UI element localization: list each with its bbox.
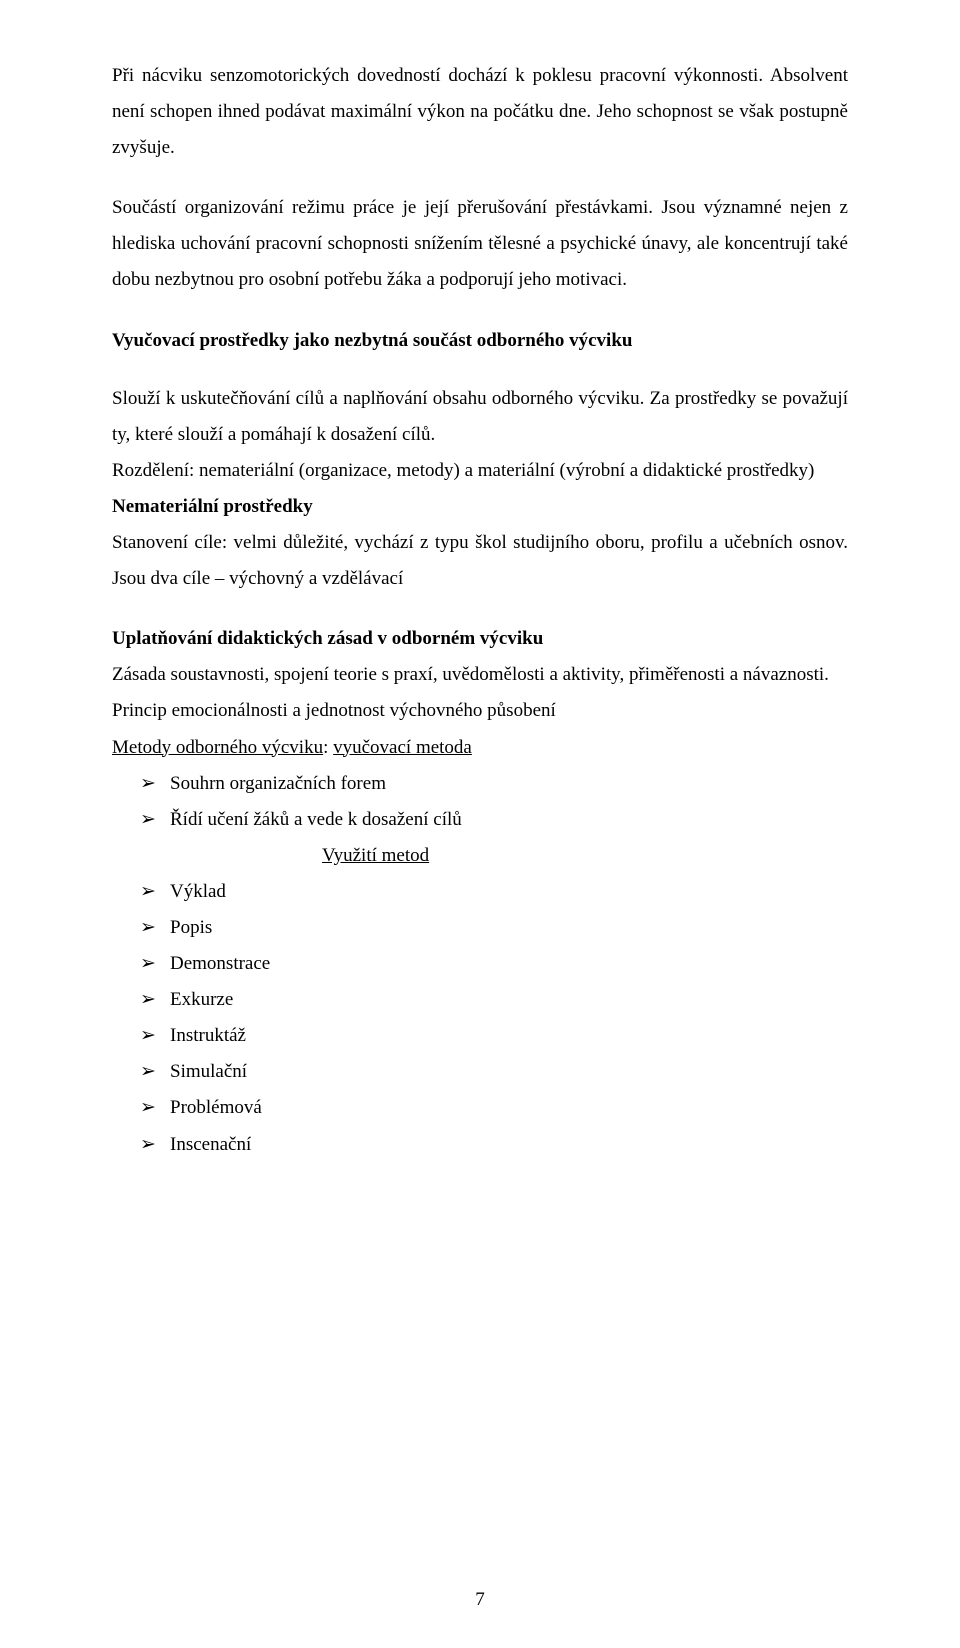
paragraph: Rozdělení: nemateriální (organizace, met…: [112, 453, 848, 489]
paragraph: Při nácviku senzomotorických dovedností …: [112, 58, 848, 166]
list-item: Výklad: [140, 874, 848, 910]
list-item: Demonstrace: [140, 946, 848, 982]
paragraph: Stanovení cíle: velmi důležité, vychází …: [112, 525, 848, 597]
section-heading: Uplatňování didaktických zásad v odborné…: [112, 621, 848, 657]
paragraph: Zásada soustavnosti, spojení teorie s pr…: [112, 657, 848, 693]
subheading: Nemateriální prostředky: [112, 489, 848, 525]
page-number: 7: [0, 1582, 960, 1618]
list-item: Instruktáž: [140, 1018, 848, 1054]
list-item: Inscenační: [140, 1127, 848, 1163]
list-item: Problémová: [140, 1090, 848, 1126]
paragraph: Princip emocionálnosti a jednotnost vých…: [112, 693, 848, 729]
bullet-list-top: Souhrn organizačních forem Řídí učení žá…: [140, 766, 848, 838]
paragraph: Součástí organizování režimu práce je je…: [112, 190, 848, 298]
list-item: Simulační: [140, 1054, 848, 1090]
section-heading: Vyučovací prostředky jako nezbytná součá…: [112, 323, 848, 359]
list-item: Exkurze: [140, 982, 848, 1018]
list-item: Řídí učení žáků a vede k dosažení cílů: [140, 802, 848, 838]
methods-line: Metody odborného výcviku: vyučovací meto…: [112, 730, 848, 766]
document-page: Při nácviku senzomotorických dovedností …: [0, 0, 960, 1648]
paragraph: Slouží k uskutečňování cílů a naplňování…: [112, 381, 848, 453]
use-methods-heading: Využití metod: [112, 838, 848, 874]
list-item: Popis: [140, 910, 848, 946]
methods-separator: :: [323, 737, 333, 758]
methods-value: vyučovací metoda: [333, 737, 472, 758]
list-item: Souhrn organizačních forem: [140, 766, 848, 802]
methods-label: Metody odborného výcviku: [112, 737, 323, 758]
use-methods-label: Využití metod: [322, 845, 429, 866]
bullet-list-bottom: Výklad Popis Demonstrace Exkurze Instruk…: [140, 874, 848, 1163]
